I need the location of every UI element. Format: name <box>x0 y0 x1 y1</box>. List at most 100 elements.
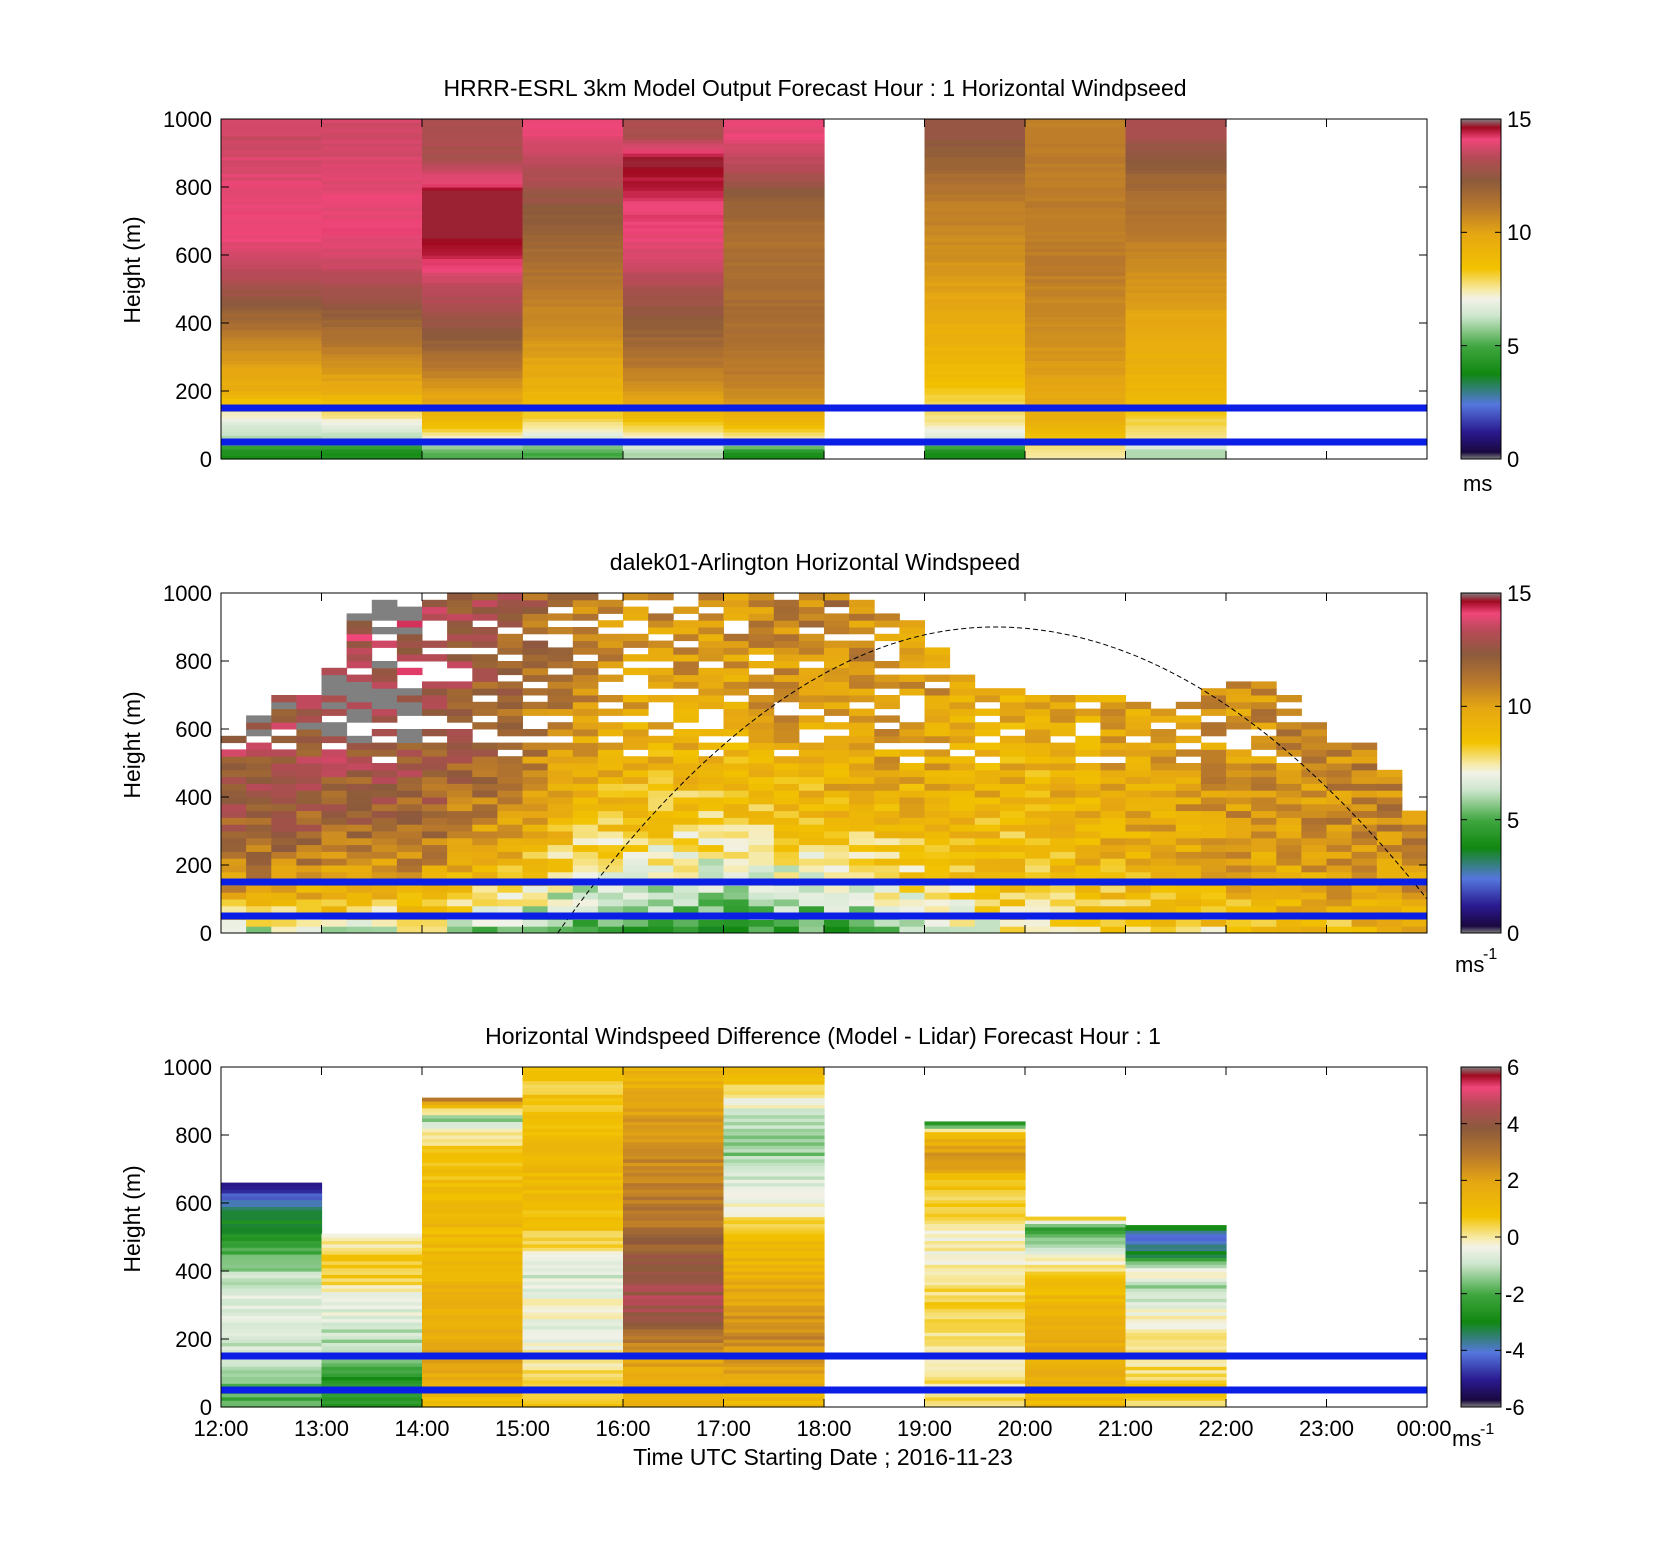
heatmap-cell <box>1025 1311 1127 1316</box>
heatmap-cell <box>522 824 549 832</box>
heatmap-cell <box>346 708 373 716</box>
heatmap-cell <box>422 1186 524 1190</box>
heatmap-cell <box>1025 810 1051 818</box>
heatmap-cell <box>1150 865 1177 873</box>
heatmap-cell <box>422 1284 524 1289</box>
heatmap-cell <box>1025 156 1127 161</box>
heatmap-cell <box>623 227 725 232</box>
heatmap-cell <box>221 756 247 764</box>
heatmap-cell <box>1025 336 1127 341</box>
heatmap-cell <box>1200 756 1227 764</box>
heatmap-cell <box>422 1308 524 1313</box>
heatmap-cell <box>924 1135 1026 1139</box>
heatmap-cell <box>422 654 448 662</box>
heatmap-cell <box>321 674 348 682</box>
heatmap-cell <box>246 817 272 825</box>
heatmap-cell <box>1025 1393 1127 1398</box>
heatmap-cell <box>522 831 549 839</box>
heatmap-cell <box>1175 892 1202 900</box>
heatmap-cell <box>422 346 524 351</box>
heatmap-cell <box>1125 1294 1227 1299</box>
heatmap-cell <box>1125 285 1227 290</box>
heatmap-cell <box>1100 797 1126 805</box>
heatmap-cell <box>924 1277 1026 1282</box>
heatmap-cell <box>1025 319 1127 324</box>
x-tick-label: 00:00 <box>1396 1416 1451 1441</box>
heatmap-cell <box>723 153 825 157</box>
heatmap-cell <box>648 722 674 730</box>
heatmap-cell <box>1025 1284 1127 1289</box>
heatmap-cell <box>924 1141 1026 1146</box>
heatmap-cell <box>924 421 1026 426</box>
heatmap-cell <box>1125 1369 1227 1374</box>
heatmap-cell <box>1025 695 1051 703</box>
heatmap-cell <box>1301 892 1327 900</box>
heatmap-cell <box>422 227 524 232</box>
heatmap-cell <box>422 1148 524 1153</box>
heatmap-cell <box>1226 769 1252 778</box>
heatmap-cell <box>773 892 800 900</box>
heatmap-cell <box>924 146 1026 151</box>
heatmap-cell <box>1025 1271 1127 1275</box>
heatmap-cell <box>422 885 448 893</box>
heatmap-cell <box>1226 715 1252 723</box>
heatmap-cell <box>999 810 1026 818</box>
heatmap-cell <box>296 858 322 866</box>
heatmap-cell <box>246 844 272 852</box>
heatmap-cell <box>949 858 976 866</box>
heatmap-cell <box>1200 919 1227 927</box>
heatmap-cell <box>773 661 800 669</box>
heatmap-cell <box>974 797 1001 805</box>
heatmap-cell <box>1251 688 1277 696</box>
heatmap-cell <box>221 844 247 852</box>
heatmap-cell <box>522 1284 624 1289</box>
heatmap-cell <box>1276 797 1302 805</box>
heatmap-cell <box>899 858 925 866</box>
heatmap-cell <box>623 1131 725 1136</box>
heatmap-cell <box>623 241 725 246</box>
heatmap-cell <box>623 377 725 382</box>
heatmap-cell <box>346 803 373 812</box>
heatmap-cell <box>1025 241 1127 246</box>
heatmap-cell <box>1025 756 1051 764</box>
heatmap-cell <box>899 769 925 778</box>
heatmap-cell <box>1226 926 1252 934</box>
heatmap-cell <box>1125 149 1227 154</box>
heatmap-cell <box>497 899 523 907</box>
heatmap-cell <box>522 1118 624 1122</box>
heatmap-cell <box>949 905 976 914</box>
heatmap-cell <box>597 776 624 784</box>
heatmap-cell <box>1125 1325 1227 1330</box>
heatmap-cell <box>698 695 724 703</box>
heatmap-cell <box>522 278 624 283</box>
heatmap-cell <box>924 210 1026 215</box>
heatmap-cell <box>723 1128 825 1133</box>
heatmap-cell <box>472 633 498 642</box>
y-tick-label: 600 <box>175 243 212 268</box>
heatmap-cell <box>1251 919 1277 927</box>
heatmap-cell <box>623 319 725 324</box>
heatmap-cell <box>522 1318 624 1323</box>
heatmap-cell <box>748 613 775 621</box>
heatmap-cell <box>1150 810 1177 818</box>
heatmap-cell <box>924 1284 1026 1289</box>
heatmap-cell <box>773 790 800 798</box>
heatmap-cell <box>321 1240 423 1245</box>
panel-lidar-y-ticks: 0 200 400 600 800 1000 <box>163 581 212 946</box>
heatmap-cell <box>1125 176 1227 181</box>
heatmap-cell <box>497 837 523 846</box>
heatmap-cell <box>1075 831 1101 839</box>
heatmap-cell <box>623 1393 725 1398</box>
heatmap-cell <box>1025 1267 1127 1272</box>
heatmap-cell <box>723 1359 825 1364</box>
heatmap-cell <box>447 695 473 703</box>
heatmap-cell <box>924 1349 1026 1354</box>
heatmap-cell <box>1150 708 1177 716</box>
heatmap-cell <box>849 844 875 852</box>
heatmap-cell <box>899 674 925 682</box>
heatmap-cell <box>321 1243 423 1248</box>
heatmap-cell <box>1301 735 1327 744</box>
heatmap-cell <box>999 701 1026 710</box>
heatmap-cell <box>1025 1264 1127 1269</box>
heatmap-cell <box>1226 810 1252 818</box>
